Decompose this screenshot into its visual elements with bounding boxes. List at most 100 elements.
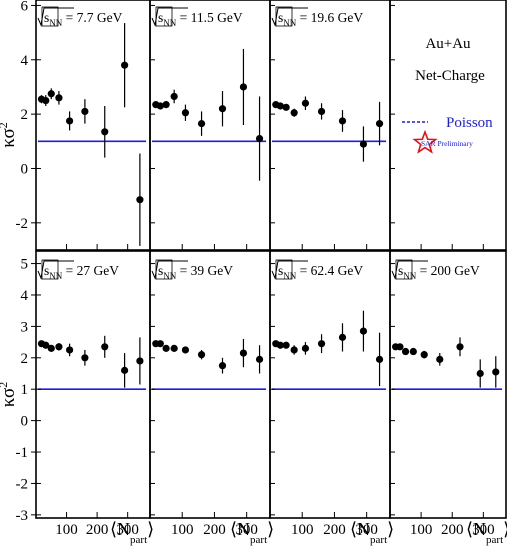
data-point <box>456 343 464 351</box>
energy-text: sNN = 19.6 GeV <box>278 10 363 28</box>
x-tick-label: 300 <box>355 522 378 538</box>
ylabel-exponent: 2 <box>0 122 10 128</box>
legend-poisson-label: Poisson <box>446 115 493 131</box>
data-point <box>401 347 410 356</box>
energy-text: sNN = 62.4 GeV <box>278 263 363 281</box>
sqrt-s: s <box>158 263 163 278</box>
x-tick-label: 200 <box>323 522 346 538</box>
data-point <box>276 341 284 349</box>
data-point <box>338 333 347 341</box>
panel-frames <box>35 0 507 519</box>
data-point <box>359 327 368 335</box>
panel-labels: sNN = 7.7 GeV sNN = 11.5 GeV sNN = 19.6 Ge… <box>37 6 480 281</box>
energy-label: sNN = 62.4 GeV <box>271 259 363 281</box>
panel-frame <box>35 0 151 251</box>
data-point <box>282 103 290 111</box>
xlabel-main: ⟨N <box>466 519 486 539</box>
energy-label: sNN = 27 GeV <box>37 259 119 281</box>
energy-text: sNN = 7.7 GeV <box>44 10 123 28</box>
x-axis-title: ⟨Npart⟩ <box>466 519 507 546</box>
y-tick-label: -1 <box>16 445 29 461</box>
poisson-baselines <box>38 140 502 391</box>
xlabel-main: ⟨N <box>350 519 370 539</box>
y-tick-label: 6 <box>21 0 29 14</box>
energy-value: = 200 GeV <box>416 263 480 278</box>
energy-label: sNN = 7.7 GeV <box>37 6 123 28</box>
data-point <box>436 355 444 363</box>
x-axis-title: ⟨Npart⟩ <box>230 519 274 546</box>
x-tick-label: 100 <box>410 522 433 538</box>
data-point <box>239 83 248 91</box>
x-tick-label: 300 <box>472 522 495 538</box>
ylabel-main: κσ <box>0 128 19 147</box>
data-point <box>170 344 178 352</box>
y-tick-label: 0 <box>21 161 29 177</box>
data-point <box>47 344 55 352</box>
sqrt-s: s <box>278 263 283 278</box>
data-point <box>420 351 428 359</box>
data-point <box>375 120 384 128</box>
x-tick-label: 300 <box>235 522 258 538</box>
nn-sub: NN <box>403 271 416 281</box>
data-point <box>121 61 129 69</box>
ylabel-main: κσ <box>0 388 19 407</box>
radical-sign <box>271 7 308 27</box>
nn-sub: NN <box>283 271 296 281</box>
data-point <box>492 368 500 376</box>
data-point <box>396 343 404 351</box>
legend-observable: Net-Charge <box>415 68 485 84</box>
energy-text: sNN = 27 GeV <box>44 263 119 281</box>
energy-label: sNN = 200 GeV <box>391 259 480 281</box>
data-point <box>47 90 55 98</box>
data-point <box>170 92 178 101</box>
panel-frame <box>269 250 391 519</box>
nn-sub: NN <box>49 18 62 28</box>
energy-value: = 39 GeV <box>176 263 233 278</box>
xlabel-sub: part <box>486 534 503 546</box>
data-point <box>136 357 144 365</box>
energy-text: sNN = 11.5 GeV <box>158 10 243 28</box>
data-point <box>282 341 290 349</box>
panel-frame <box>389 0 507 251</box>
data-point <box>181 109 190 117</box>
panel-frame <box>389 250 507 519</box>
nn-sub: NN <box>283 18 296 28</box>
energy-text: sNN = 39 GeV <box>158 263 233 281</box>
y-tick-label: -3 <box>16 508 29 524</box>
x-axis-title: ⟨Npart⟩ <box>110 519 154 546</box>
y-tick-label: 3 <box>21 319 29 335</box>
data-point <box>55 94 63 102</box>
nn-sub: NN <box>49 271 62 281</box>
x-tick-label: 200 <box>441 522 464 538</box>
legend-preliminary: SAR Preliminary <box>421 139 473 148</box>
x-tick-label: 200 <box>203 522 226 538</box>
radical-sign <box>391 260 428 280</box>
x-tick-label: 100 <box>55 522 78 538</box>
data-point <box>359 140 368 148</box>
radical-sign <box>271 260 308 280</box>
x-tick-label: 100 <box>291 522 314 538</box>
data-point <box>101 128 109 136</box>
energy-label: sNN = 11.5 GeV <box>151 6 243 28</box>
data-point <box>290 109 298 117</box>
data-point <box>156 340 164 348</box>
sqrt-s: s <box>44 263 49 278</box>
energy-value: = 62.4 GeV <box>296 263 363 278</box>
xlabel-sub: part <box>130 534 147 546</box>
axis-ticks: -2 0 2 4 6 -3 -2 -1 0 1 2 3 4 5 100 200 300 100 200 300 100 2… <box>16 0 495 538</box>
energy-label: sNN = 39 GeV <box>151 259 233 281</box>
data-point <box>42 96 50 105</box>
y-tick-label: 1 <box>21 382 29 398</box>
xlabel-main: ⟨N <box>110 519 130 539</box>
energy-label: sNN = 19.6 GeV <box>271 6 363 28</box>
data-point <box>276 102 284 110</box>
nn-sub: NN <box>163 271 176 281</box>
data-point <box>81 107 89 116</box>
data-point <box>121 366 129 374</box>
panel-frame <box>149 0 271 251</box>
data-point <box>301 344 310 352</box>
data-point <box>317 340 326 348</box>
x-axis-title: ⟨Npart⟩ <box>350 519 394 546</box>
sqrt-s: s <box>278 10 283 25</box>
